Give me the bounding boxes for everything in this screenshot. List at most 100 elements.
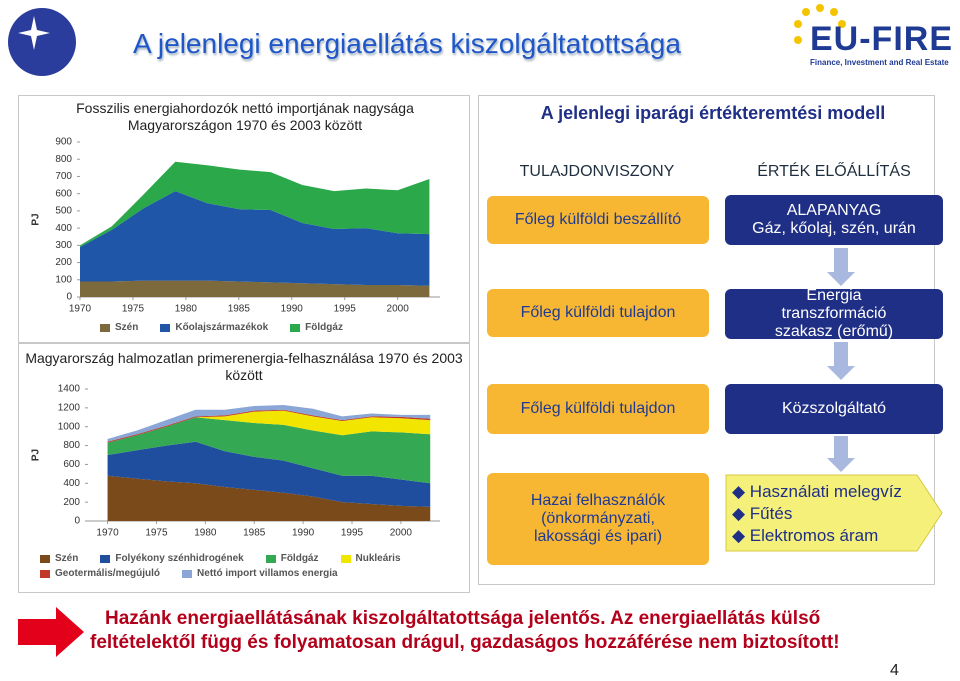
- uses-shape: [725, 474, 943, 552]
- legend: Szén Folyékony szénhidrogének Földgáz Nukle…: [40, 551, 460, 581]
- y-tick-label: 0: [74, 516, 80, 527]
- corner-icon: [8, 8, 76, 76]
- y-tick-label: 1200: [58, 402, 81, 413]
- use-item: ◆ Használati melegvíz: [732, 482, 902, 501]
- area: [107, 405, 431, 442]
- use-text: Fűtés: [749, 504, 793, 523]
- legend-label: Földgáz: [305, 322, 343, 333]
- legend-swatch: [340, 554, 351, 563]
- ownership-box: Főleg külföldi beszállító: [487, 196, 709, 244]
- area: [80, 191, 430, 286]
- chart-title: Fosszilis energiahordozók nettó importjá…: [76, 100, 414, 133]
- y-tick-label: 200: [55, 257, 72, 268]
- y-tick-label: 600: [55, 188, 72, 199]
- y-tick-label: 1000: [58, 421, 81, 432]
- area: [107, 475, 431, 521]
- y-tick-label: 600: [63, 459, 80, 470]
- y-tick-label: 700: [55, 171, 72, 182]
- box-heading: ALAPANYAG: [786, 202, 882, 219]
- value-box: ALAPANYAG Gáz, kőolaj, szén, urán: [725, 195, 943, 245]
- y-tick-label: 400: [63, 478, 80, 489]
- legend-label: Nukleáris: [355, 553, 401, 564]
- uses-list: ◆ Használati melegvíz ◆ Fűtés ◆ Elektrom…: [732, 481, 902, 547]
- model-panel: [478, 95, 935, 585]
- y-tick-label: 1400: [58, 384, 81, 395]
- x-tick-label: 1990: [281, 304, 304, 315]
- ownership-box: Hazai felhasználók (önkormányzati, lakos…: [487, 473, 709, 565]
- legend-label: Folyékony szénhidrogének: [115, 553, 244, 564]
- legend-swatch: [290, 323, 301, 332]
- x-tick-label: 2000: [387, 304, 410, 315]
- x-tick-label: 1980: [175, 304, 198, 315]
- legend-label: Nettó import villamos energia: [197, 568, 338, 579]
- logo-tagline: Finance, Investment and Real Estate: [810, 58, 949, 67]
- column-header: TULAJDONVISZONY: [519, 163, 675, 180]
- x-tick-label: 1975: [122, 304, 145, 315]
- legend-swatch: [100, 554, 111, 563]
- y-tick-label: 800: [55, 154, 72, 165]
- x-tick-label: 1980: [194, 528, 217, 539]
- legend-label: Földgáz: [280, 553, 319, 564]
- chart-title: Magyarország halmozatlan primerenergia-f…: [25, 350, 463, 383]
- use-item: ◆ Fűtés: [732, 504, 793, 523]
- x-tick-label: 1990: [292, 528, 315, 539]
- legend-item: Földgáz: [290, 320, 343, 335]
- use-text: Elektromos áram: [749, 526, 879, 545]
- logo: EU-FIRE: [810, 20, 953, 58]
- legend-item: Folyékony szénhidrogének: [100, 551, 244, 566]
- red-arrow: [18, 607, 84, 657]
- x-tick-label: 1985: [243, 528, 266, 539]
- legend-item: Szén: [100, 320, 138, 335]
- y-tick-label: 300: [55, 240, 72, 251]
- y-tick-label: 800: [63, 440, 80, 451]
- legend-swatch: [160, 323, 171, 332]
- logo-stars: [794, 4, 846, 44]
- ownership-box: Főleg külföldi tulajdon: [487, 384, 709, 434]
- x-tick-label: 2000: [390, 528, 413, 539]
- use-item: ◆ Elektromos áram: [732, 526, 879, 545]
- area: [107, 410, 431, 443]
- y-tick-label: 0: [66, 292, 72, 303]
- legend-label: Geotermális/megújuló: [55, 568, 161, 579]
- area: [107, 441, 431, 507]
- legend-item: Földgáz: [265, 551, 319, 566]
- slide-title: A jelenlegi energiaellátás kiszolgáltato…: [133, 28, 681, 59]
- x-tick-label: 1995: [334, 304, 357, 315]
- y-tick-label: 100: [55, 274, 72, 285]
- value-box: Energia transzformáció szakasz (erőmű): [725, 287, 943, 340]
- area: [107, 417, 431, 484]
- value-box: Közszolgáltató: [725, 384, 943, 434]
- y-tick-label: 200: [63, 497, 80, 508]
- legend-label: Szén: [55, 553, 79, 564]
- chart-panel: [18, 95, 470, 343]
- y-tick-label: 400: [55, 223, 72, 234]
- chart: PJ 0 200 400 600 800 1000 1200 1400 1970 1975 1980 1…: [31, 384, 440, 539]
- legend-item: Geotermális/megújuló: [40, 566, 160, 581]
- chart-panel: [18, 343, 470, 593]
- legend-label: Szén: [115, 322, 139, 333]
- legend-item: Szén: [40, 551, 78, 566]
- x-tick-label: 1985: [228, 304, 251, 315]
- x-tick-label: 1975: [145, 528, 168, 539]
- conclusion-line: Hazánk energiaellátásának kiszolgáltatot…: [105, 608, 821, 629]
- legend-swatch: [265, 554, 276, 563]
- legend: Szén Kőolajszármazékok Földgáz: [100, 320, 460, 335]
- column-header: ÉRTÉK ELŐÁLLÍTÁS: [757, 163, 911, 180]
- legend-swatch: [182, 569, 193, 578]
- use-text: Használati melegvíz: [749, 482, 902, 501]
- legend-swatch: [100, 323, 110, 332]
- chart: PJ 0 100 200 300 400 500 600 700 800 900 1970 1975 19…: [31, 137, 440, 315]
- legend-item: Nettó import villamos energia: [182, 566, 338, 581]
- legend-label: Kőolajszármazékok: [175, 322, 269, 333]
- y-axis-label: PJ: [31, 213, 42, 225]
- legend-item: Nukleáris: [340, 551, 401, 566]
- box-text: Gáz, kőolaj, szén, urán: [752, 220, 916, 237]
- x-tick-label: 1995: [341, 528, 364, 539]
- area: [80, 161, 430, 248]
- legend-swatch: [40, 554, 50, 563]
- legend-item: Kőolajszármazékok: [160, 320, 268, 335]
- page-number: 4: [890, 662, 899, 679]
- model-title: A jelenlegi iparági értékteremtési model…: [540, 103, 886, 123]
- conclusion-line: feltételektől függ és folyamatosan drágu…: [90, 632, 840, 653]
